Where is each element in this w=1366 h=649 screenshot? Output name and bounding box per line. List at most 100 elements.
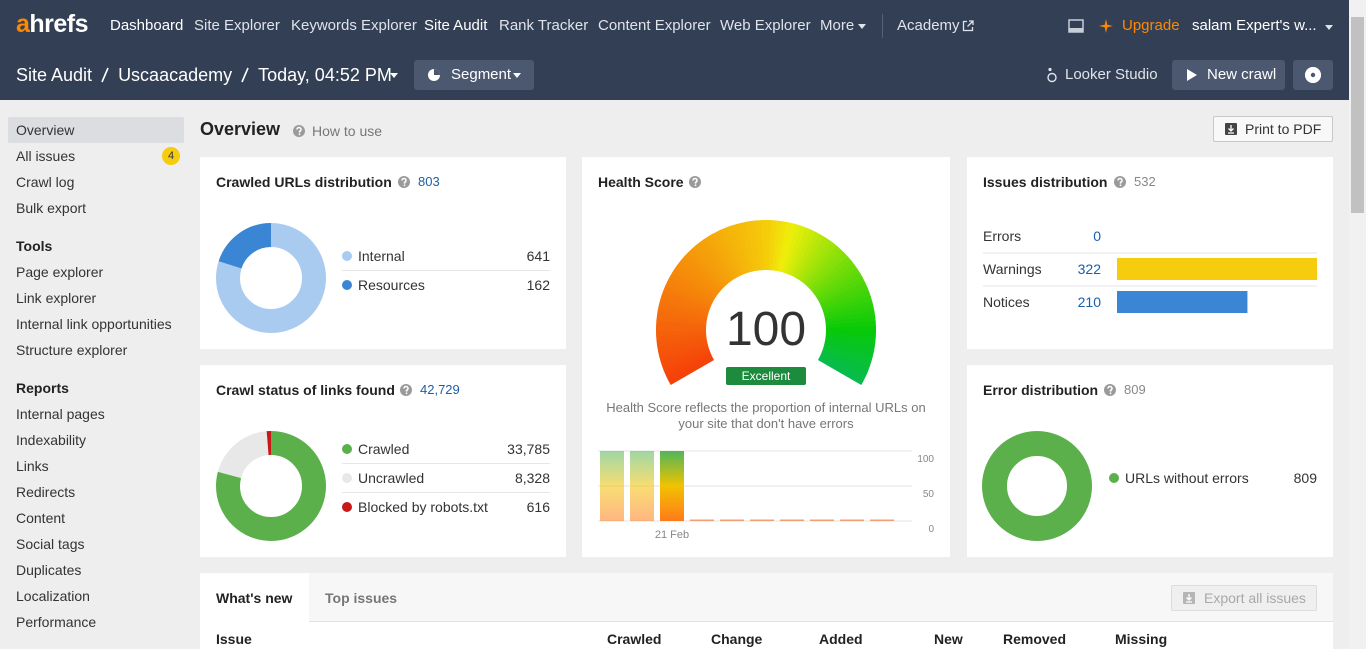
sidebar-link[interactable]: Content: [16, 510, 66, 526]
tab[interactable]: What's new: [216, 590, 293, 606]
caret-icon: [858, 24, 866, 29]
column-header[interactable]: New: [934, 631, 963, 647]
graphic: [598, 220, 912, 522]
donut-segment: [216, 431, 326, 541]
new-crawl-button[interactable]: New crawl: [1172, 60, 1285, 90]
issue-bar: [1117, 291, 1248, 313]
nav-link[interactable]: Web Explorer: [720, 17, 811, 34]
legend-label: Crawled: [358, 441, 410, 457]
sidebar-link[interactable]: Social tags: [16, 536, 85, 552]
tab[interactable]: Top issues: [325, 590, 398, 606]
column-header[interactable]: Change: [711, 631, 763, 647]
gauge-segment: [800, 239, 834, 283]
help-icon: [400, 384, 412, 396]
settings-button[interactable]: [1293, 60, 1333, 90]
crumb-separator: [101, 67, 109, 83]
pie-slice: [434, 69, 440, 75]
help-dot: [403, 184, 406, 187]
legend-label: URLs without errors: [1125, 470, 1249, 486]
upgrade-link[interactable]: Upgrade: [1122, 17, 1180, 34]
segment-button[interactable]: Segment: [414, 60, 534, 90]
card-total[interactable]: 803: [418, 174, 440, 189]
column-header[interactable]: Missing: [1115, 631, 1168, 647]
card-title: Issues distribution: [983, 174, 1108, 190]
sidebar-link[interactable]: Indexability: [16, 432, 87, 448]
help-glyph: [296, 126, 302, 133]
sidebar-link[interactable]: Bulk export: [16, 200, 87, 216]
export-button[interactable]: Export all issues: [1171, 585, 1317, 611]
sidebar-link[interactable]: Structure explorer: [16, 342, 128, 358]
nav-separator: [882, 14, 883, 38]
sidebar-link[interactable]: All issues: [16, 148, 76, 164]
nav-link[interactable]: Rank Tracker: [499, 17, 589, 34]
looker-ring: [1047, 72, 1057, 83]
legend-label: Internal: [358, 248, 405, 264]
nav-link[interactable]: Keywords Explorer: [291, 17, 417, 34]
nav-link[interactable]: Academy: [897, 17, 960, 34]
legend-dot: [342, 473, 352, 483]
caret-icon: [513, 73, 521, 78]
sidebar-link[interactable]: Links: [16, 458, 49, 474]
play-icon: [1187, 69, 1197, 81]
breadcrumb[interactable]: Today, 04:52 PM: [258, 64, 392, 85]
sidebar-link[interactable]: Localization: [16, 588, 90, 604]
history-bar: [660, 451, 684, 521]
sidebar-link[interactable]: Internal pages: [16, 406, 105, 422]
scrollbar: [1349, 0, 1366, 649]
gauge-segment: [819, 355, 866, 382]
sidebar-link[interactable]: Duplicates: [16, 562, 82, 578]
gauge-segment: [815, 268, 861, 300]
column-header[interactable]: Removed: [1003, 631, 1067, 647]
gauge-segment: [740, 221, 756, 272]
sidebar-link[interactable]: Link explorer: [16, 290, 97, 306]
nav-link[interactable]: More: [820, 17, 855, 34]
looker-link[interactable]: Looker Studio: [1065, 66, 1158, 83]
error-distribution-card: Error distribution 809 URLs without errors…: [967, 365, 1333, 557]
account-menu[interactable]: salam Expert's w...: [1192, 17, 1317, 34]
column-header[interactable]: Crawled: [607, 631, 662, 647]
sidebar-link[interactable]: Internal link opportunities: [16, 316, 172, 332]
x-tick-label: 21 Feb: [654, 529, 690, 541]
gauge-segment: [657, 341, 708, 357]
gauge-segment: [684, 251, 724, 290]
history-bar: [690, 519, 714, 521]
gauge-segment: [792, 231, 821, 279]
sidebar-link[interactable]: Performance: [16, 614, 97, 630]
gauge-segment: [820, 352, 868, 377]
nav-link[interactable]: Site Explorer: [194, 17, 280, 34]
crawled-urls-card: Crawled URLs distribution 803 Internal 641 R…: [200, 157, 566, 349]
sidebar-link[interactable]: Crawl log: [16, 174, 75, 190]
help-link[interactable]: How to use: [312, 123, 383, 139]
gauge-segment: [735, 222, 753, 273]
column-header[interactable]: Issue: [216, 631, 252, 647]
card-title: Health Score: [598, 174, 684, 190]
help-dot: [298, 133, 301, 136]
tab-divider: [200, 622, 309, 623]
print-button[interactable]: Print to PDF: [1213, 116, 1333, 142]
breadcrumb[interactable]: Site Audit: [16, 64, 93, 85]
gauge-segment: [667, 276, 714, 304]
download-arrow: [1228, 125, 1234, 134]
card-total[interactable]: 42,729: [420, 382, 460, 397]
legend-dot: [1109, 473, 1119, 483]
history-bar: [840, 519, 864, 521]
gauge-segment: [663, 285, 712, 309]
scrollbar-thumb[interactable]: [1351, 17, 1364, 213]
sidebar-link[interactable]: Redirects: [16, 484, 76, 500]
issue-count: 0: [1093, 228, 1101, 244]
nav-link[interactable]: Content Explorer: [598, 17, 711, 34]
graphic: [216, 431, 550, 541]
sidebar-link[interactable]: Page explorer: [16, 264, 104, 280]
help-dot: [405, 392, 408, 395]
sidebar-link[interactable]: Overview: [16, 122, 75, 138]
graphic: [216, 223, 550, 333]
nav-link[interactable]: Site Audit: [424, 17, 488, 34]
print-label: Print to PDF: [1245, 121, 1322, 137]
column-header[interactable]: Added: [819, 631, 863, 647]
breadcrumb[interactable]: Uscaacademy: [118, 64, 233, 85]
logo[interactable]: ahrefs: [16, 10, 89, 38]
legend-value: 641: [526, 248, 550, 264]
nav-link[interactable]: Dashboard: [110, 17, 184, 34]
download-icon: [1225, 123, 1237, 135]
gauge-segment: [797, 236, 830, 282]
